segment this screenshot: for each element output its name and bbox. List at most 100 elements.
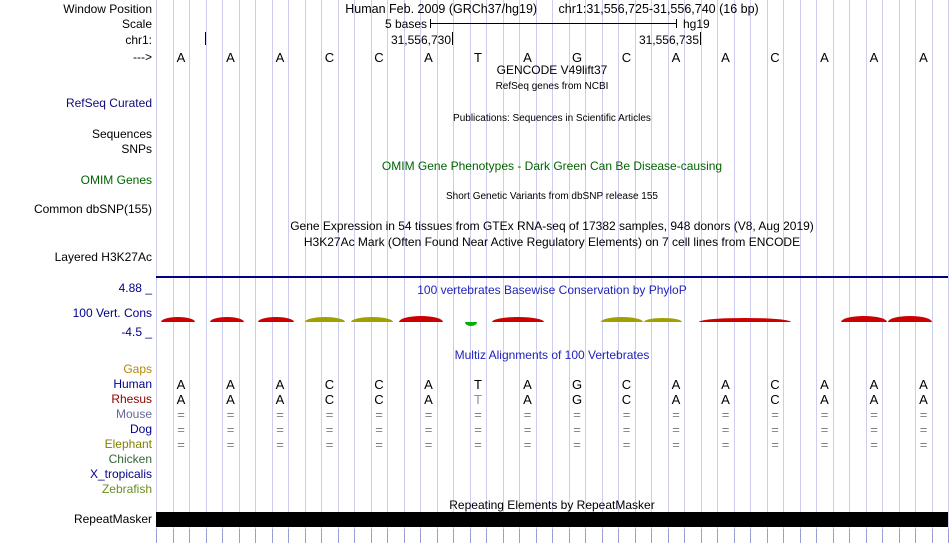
bottom-tick — [238, 529, 240, 543]
grid-line — [321, 0, 322, 543]
grid-line — [733, 0, 735, 543]
bottom-tick — [618, 529, 619, 543]
species-label-rhesus[interactable]: Rhesus — [111, 392, 152, 406]
track-title-dbsnp[interactable]: Short Genetic Variants from dbSNP releas… — [446, 191, 658, 202]
grid-line — [205, 0, 207, 543]
conservation-mark — [161, 317, 195, 322]
track-title-gencode[interactable]: GENCODE V49lift37 — [496, 63, 608, 77]
base-cell: = — [424, 407, 433, 422]
grid-line — [717, 0, 718, 543]
species-label-x_tropicalis[interactable]: X_tropicalis — [89, 467, 152, 481]
scale-bar — [430, 23, 677, 24]
bottom-tick — [205, 529, 207, 543]
header-position-line: Human Feb. 2009 (GRCh37/hg19) chr1:31,55… — [156, 2, 948, 16]
base-cell: = — [276, 422, 284, 437]
species-label-human[interactable]: Human — [113, 377, 152, 391]
bottom-tick — [849, 529, 850, 543]
species-label-zebrafish[interactable]: Zebrafish — [101, 482, 152, 496]
base-cell: = — [622, 407, 631, 422]
base-cell: = — [672, 437, 680, 452]
bottom-tick — [898, 529, 900, 543]
base-cell: = — [573, 422, 581, 437]
grid-line — [700, 0, 702, 543]
conservation-max-value: 4.88 _ — [118, 281, 152, 295]
track-title-h3k27ac[interactable]: H3K27Ac Mark (Often Found Near Active Re… — [303, 235, 801, 249]
base-cell: C — [324, 50, 335, 65]
conservation-mark — [601, 317, 643, 322]
bottom-tick — [552, 529, 553, 543]
track-label-omim-genes[interactable]: OMIM Genes — [80, 173, 152, 187]
track-title-omim[interactable]: OMIM Gene Phenotypes - Dark Green Can Be… — [381, 159, 723, 173]
bottom-tick — [453, 529, 454, 543]
base-cell: = — [177, 407, 185, 422]
grid-line — [453, 0, 454, 543]
bottom-tick — [436, 529, 438, 543]
grid-line — [172, 0, 174, 543]
grid-line — [304, 0, 306, 543]
track-title-conservation[interactable]: 100 vertebrates Basewise Conservation by… — [417, 283, 687, 297]
base-cell: = — [672, 422, 680, 437]
grid-line — [403, 0, 405, 543]
grid-line — [816, 0, 817, 543]
bottom-tick — [832, 529, 834, 543]
track-label-layered-h3k27ac[interactable]: Layered H3K27Ac — [54, 250, 152, 264]
base-cell: A — [523, 392, 532, 407]
base-cell: = — [325, 407, 334, 422]
track-title-multiz[interactable]: Multiz Alignments of 100 Vertebrates — [454, 348, 650, 362]
species-label-mouse[interactable]: Mouse — [115, 407, 152, 421]
bottom-tick — [585, 529, 586, 543]
base-cell: A — [820, 50, 829, 65]
base-cell: C — [770, 377, 780, 392]
bottom-tick — [337, 529, 339, 543]
grid-line — [783, 0, 784, 543]
bottom-tick — [684, 529, 685, 543]
base-cell: = — [177, 422, 185, 437]
h3k27ac-track-line — [156, 276, 948, 278]
species-label-elephant[interactable]: Elephant — [104, 437, 152, 451]
bottom-tick — [271, 529, 273, 543]
grid-line — [337, 0, 339, 543]
grid-line — [387, 0, 388, 543]
track-label-sequences[interactable]: Sequences — [91, 127, 152, 141]
base-cell: A — [275, 377, 285, 392]
track-label-refseq-curated[interactable]: RefSeq Curated — [65, 96, 152, 110]
grid-line — [502, 0, 504, 543]
base-cell: T — [474, 50, 482, 65]
species-label-chicken[interactable]: Chicken — [108, 452, 152, 466]
base-cell: A — [869, 377, 879, 392]
base-cell: = — [523, 407, 532, 422]
base-cell: = — [721, 422, 730, 437]
grid-line — [799, 0, 801, 543]
grid-line — [585, 0, 586, 543]
base-cell: = — [523, 422, 532, 437]
base-cell: A — [820, 392, 829, 407]
track-label-snps[interactable]: SNPs — [121, 142, 152, 156]
bottom-tick — [172, 529, 174, 543]
track-title-repeatmasker[interactable]: Repeating Elements by RepeatMasker — [449, 498, 655, 512]
grid-line — [535, 0, 537, 543]
base-cell: = — [276, 407, 284, 422]
repeatmasker-feature-bar[interactable] — [156, 512, 948, 527]
grid-line — [898, 0, 900, 543]
bottom-tick — [304, 529, 306, 543]
bottom-tick — [321, 529, 322, 543]
track-label-common-dbsnp[interactable]: Common dbSNP(155) — [33, 202, 152, 216]
base-cell: = — [325, 422, 334, 437]
strand-label: ---> — [133, 50, 152, 64]
track-title-publications[interactable]: Publications: Sequences in Scientific Ar… — [453, 113, 651, 124]
track-label-repeatmasker[interactable]: RepeatMasker — [73, 512, 152, 526]
bottom-tick — [535, 529, 537, 543]
base-cell: C — [324, 392, 335, 407]
species-label-gaps[interactable]: Gaps — [123, 362, 152, 376]
species-label-dog[interactable]: Dog — [129, 422, 152, 436]
bottom-tick — [799, 529, 801, 543]
track-title-gtex[interactable]: Gene Expression in 54 tissues from GTEx … — [290, 219, 814, 233]
base-cell: = — [820, 407, 829, 422]
bottom-tick — [189, 529, 190, 543]
bottom-tick — [255, 529, 256, 543]
bottom-tick — [865, 529, 867, 543]
track-subtitle-refseq[interactable]: RefSeq genes from NCBI — [495, 81, 609, 92]
base-cell: A — [523, 377, 532, 392]
conservation-mark — [305, 317, 345, 322]
track-label-100-vert-cons[interactable]: 100 Vert. Cons — [72, 306, 152, 320]
